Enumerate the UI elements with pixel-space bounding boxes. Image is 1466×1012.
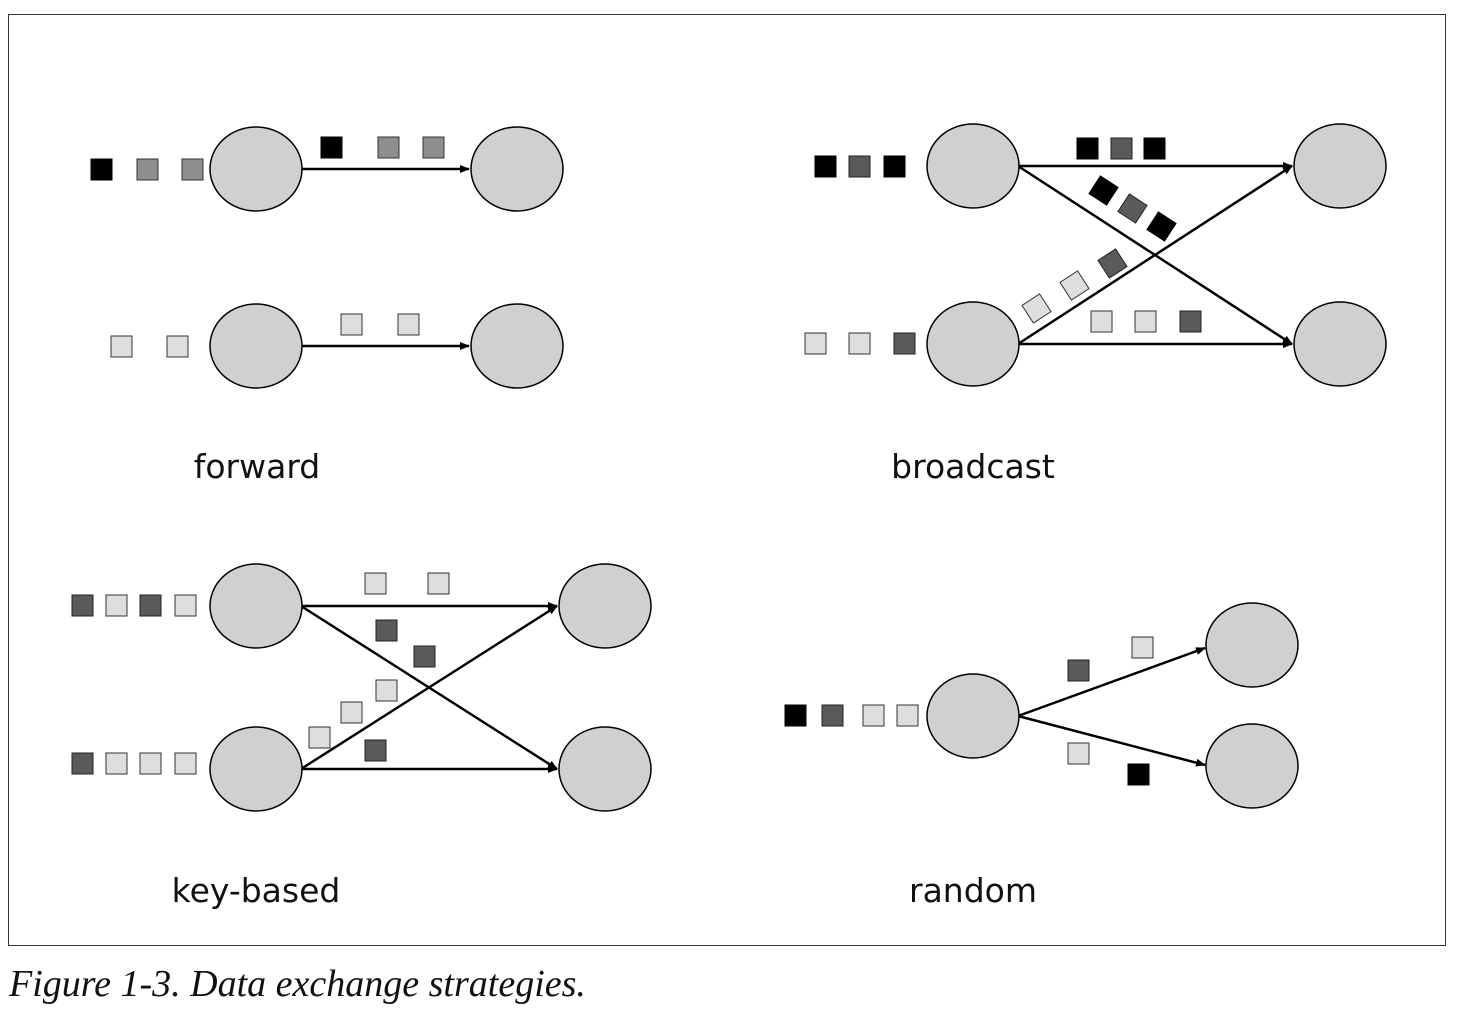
broadcast-target-node-top bbox=[1293, 123, 1387, 209]
record-light bbox=[105, 594, 128, 617]
record-light bbox=[1134, 310, 1157, 333]
record-light bbox=[139, 752, 162, 775]
forward-target-node-bottom bbox=[470, 303, 564, 389]
record-light bbox=[397, 313, 420, 336]
panel-label-broadcast: broadcast bbox=[891, 447, 1055, 486]
record-light bbox=[375, 679, 398, 702]
broadcast-target-node-bottom bbox=[1293, 301, 1387, 387]
forward-source-node-bottom bbox=[209, 303, 303, 389]
record-dark bbox=[1097, 248, 1128, 279]
panel-random: random bbox=[784, 602, 1299, 910]
record-light bbox=[340, 701, 363, 724]
random-target-node-top bbox=[1205, 602, 1299, 688]
record-dark bbox=[375, 619, 398, 642]
record-dark bbox=[821, 704, 844, 727]
record-black bbox=[883, 155, 906, 178]
keybased-source-node-top bbox=[209, 563, 303, 649]
record-light bbox=[166, 335, 189, 358]
broadcast-edge-bottom-top bbox=[1017, 164, 1293, 346]
record-light bbox=[862, 704, 885, 727]
record-light bbox=[174, 594, 197, 617]
record-light bbox=[427, 572, 450, 595]
forward-target-node-top bbox=[470, 126, 564, 212]
record-dark bbox=[1179, 310, 1202, 333]
record-black bbox=[320, 136, 343, 159]
record-light bbox=[340, 313, 363, 336]
record-light bbox=[1067, 742, 1090, 765]
random-source-node bbox=[926, 673, 1020, 759]
record-light bbox=[174, 752, 197, 775]
record-dark bbox=[848, 155, 871, 178]
record-medium bbox=[422, 136, 445, 159]
forward-source-node-top bbox=[209, 126, 303, 212]
record-medium bbox=[136, 158, 159, 181]
record-black bbox=[1088, 175, 1119, 206]
panel-label-random: random bbox=[909, 871, 1037, 910]
panel-forward: forward bbox=[90, 126, 564, 486]
panel-key-based: key-based bbox=[71, 563, 652, 910]
panel-label-forward: forward bbox=[194, 447, 321, 486]
record-dark bbox=[413, 645, 436, 668]
broadcast-source-node-top bbox=[926, 123, 1020, 209]
record-dark bbox=[893, 332, 916, 355]
panel-broadcast: broadcast bbox=[804, 123, 1387, 486]
record-medium bbox=[377, 136, 400, 159]
keybased-edge-bottom-top bbox=[300, 604, 558, 771]
record-light bbox=[1021, 293, 1052, 324]
record-dark bbox=[139, 594, 162, 617]
record-black bbox=[1127, 763, 1150, 786]
record-black bbox=[1076, 137, 1099, 160]
keybased-target-node-top bbox=[558, 563, 652, 649]
record-light bbox=[896, 704, 919, 727]
record-light bbox=[804, 332, 827, 355]
record-dark bbox=[364, 739, 387, 762]
record-light bbox=[110, 335, 133, 358]
broadcast-source-node-bottom bbox=[926, 301, 1020, 387]
figure-frame bbox=[8, 14, 1446, 946]
record-dark bbox=[1110, 137, 1133, 160]
record-light bbox=[1131, 636, 1154, 659]
panel-label-key-based: key-based bbox=[172, 871, 341, 910]
record-black bbox=[814, 155, 837, 178]
record-dark bbox=[1067, 659, 1090, 682]
record-light bbox=[105, 752, 128, 775]
keybased-target-node-bottom bbox=[558, 726, 652, 812]
record-dark bbox=[1117, 193, 1148, 224]
record-light bbox=[1090, 310, 1113, 333]
record-black bbox=[90, 158, 113, 181]
record-light bbox=[848, 332, 871, 355]
record-light bbox=[1059, 270, 1090, 301]
random-edge-bottom bbox=[1017, 714, 1206, 767]
record-light bbox=[308, 726, 331, 749]
figure-caption: Figure 1-3. Data exchange strategies. bbox=[9, 963, 586, 1005]
record-black bbox=[1146, 211, 1177, 242]
record-black bbox=[784, 704, 807, 727]
record-dark bbox=[71, 594, 94, 617]
record-black bbox=[1143, 137, 1166, 160]
keybased-source-node-bottom bbox=[209, 726, 303, 812]
random-edge-top bbox=[1017, 646, 1206, 718]
random-target-node-bottom bbox=[1205, 723, 1299, 809]
record-light bbox=[364, 572, 387, 595]
record-dark bbox=[71, 752, 94, 775]
record-medium bbox=[181, 158, 204, 181]
